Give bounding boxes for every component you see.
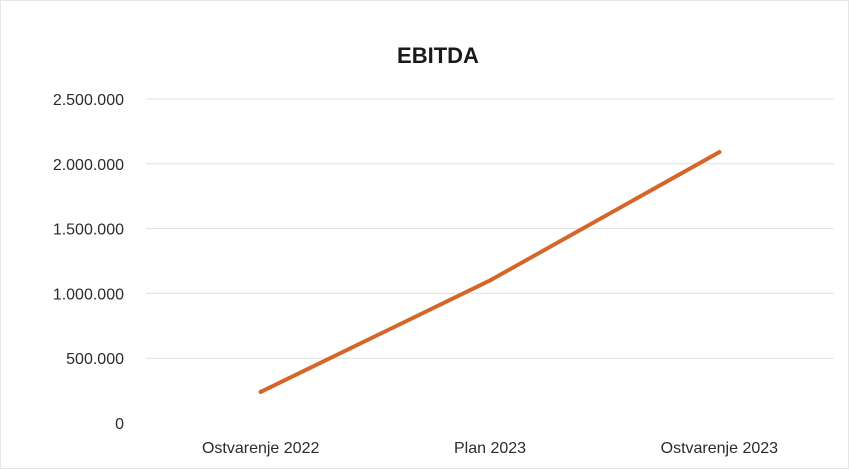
y-tick-label: 1.500.000 (53, 222, 124, 239)
y-tick-label: 500.000 (66, 351, 124, 368)
x-tick-label: Ostvarenje 2022 (202, 440, 320, 457)
y-tick-label: 0 (115, 416, 124, 433)
x-tick-label: Plan 2023 (454, 440, 526, 457)
x-axis-tick-labels: Ostvarenje 2022 Plan 2023 Ostvarenje 2023 (202, 440, 778, 457)
x-tick-label: Ostvarenje 2023 (661, 440, 779, 457)
data-point (488, 278, 492, 283)
data-point (717, 150, 722, 155)
data-point (258, 389, 263, 394)
chart-title: EBITDA (397, 43, 479, 68)
y-tick-label: 2.500.000 (53, 92, 124, 109)
gridlines (146, 98, 834, 359)
y-tick-label: 1.000.000 (53, 286, 124, 303)
y-tick-label: 2.000.000 (53, 157, 124, 174)
series-line (258, 150, 722, 394)
y-axis-tick-labels: 0 500.000 1.000.000 1.500.000 2.000.000 2.500… (53, 92, 124, 433)
series-layer (258, 150, 722, 394)
